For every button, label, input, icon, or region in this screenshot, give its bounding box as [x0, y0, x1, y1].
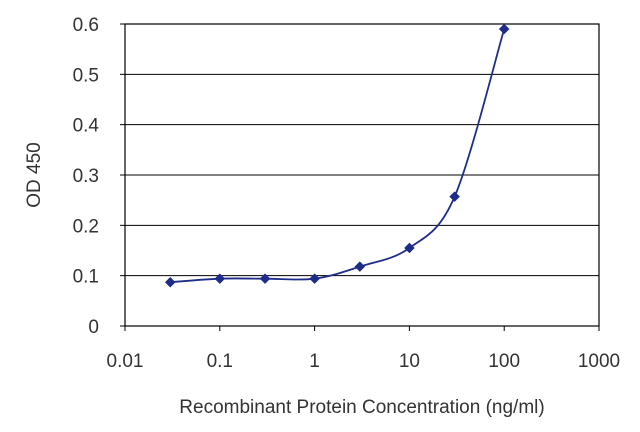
y-tick-label: 0.6	[73, 15, 99, 36]
series-layer	[164, 23, 510, 288]
y-tick-label: 0.4	[73, 116, 100, 137]
data-point	[164, 276, 176, 288]
y-tick-label: 0.1	[73, 267, 99, 288]
y-axis-title: OD 450	[24, 142, 45, 207]
gridlines	[125, 73, 599, 277]
data-point	[449, 191, 460, 202]
x-axis-title: Recombinant Protein Concentration (ng/ml…	[179, 397, 544, 418]
data-point	[309, 273, 320, 285]
y-tick-label: 0.2	[73, 216, 99, 237]
x-tick-labels: 0.01 0.1 1 10 100 1000	[107, 351, 621, 372]
y-tick-label: 0.5	[73, 65, 99, 86]
x-tick-label: 0.01	[107, 351, 144, 372]
y-tick-label: 0	[88, 317, 99, 338]
data-point	[354, 261, 366, 272]
x-tick-label: 10	[399, 351, 420, 372]
x-tick-label: 100	[488, 351, 520, 372]
y-tick-label: 0.3	[73, 166, 99, 187]
data-point	[259, 273, 271, 285]
axis-ticks	[120, 23, 600, 331]
data-point	[404, 242, 415, 254]
x-tick-label: 1000	[578, 351, 620, 372]
data-point	[214, 273, 226, 285]
x-tick-label: 0.1	[207, 351, 233, 372]
series-line	[170, 28, 506, 284]
y-tick-labels: 0 0.1 0.2 0.3 0.4 0.5 0.6	[73, 15, 100, 338]
data-point	[498, 23, 510, 35]
x-tick-label: 1	[309, 351, 320, 372]
